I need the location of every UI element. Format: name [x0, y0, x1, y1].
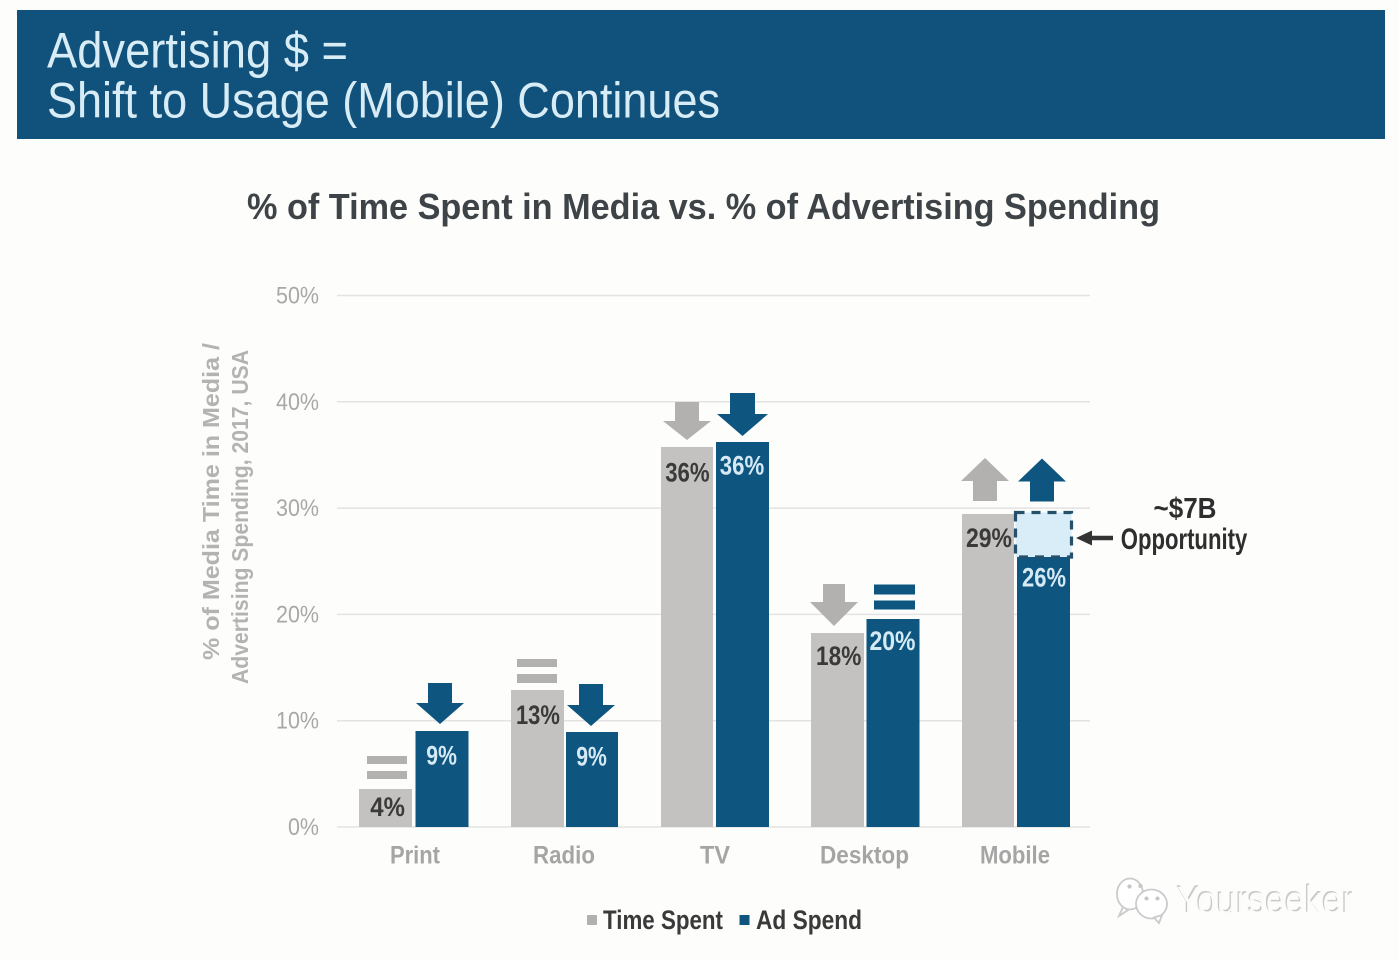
svg-text:9%: 9%: [426, 741, 457, 771]
svg-text:0%: 0%: [288, 814, 319, 841]
svg-text:10%: 10%: [276, 708, 319, 735]
svg-text:Opportunity: Opportunity: [1121, 523, 1248, 556]
svg-text:36%: 36%: [665, 458, 709, 488]
svg-text:30%: 30%: [276, 495, 319, 522]
svg-text:Print: Print: [390, 842, 441, 870]
svg-text:Time Spent: Time Spent: [603, 905, 723, 935]
svg-text:Mobile: Mobile: [980, 842, 1050, 870]
svg-text:20%: 20%: [870, 626, 916, 656]
svg-text:9%: 9%: [576, 742, 607, 772]
svg-text:Yourseeker: Yourseeker: [1177, 880, 1354, 923]
svg-text:Radio: Radio: [533, 842, 595, 870]
svg-text:4%: 4%: [370, 792, 405, 822]
svg-text:Shift to Usage (Mobile) Contin: Shift to Usage (Mobile) Continues: [47, 73, 720, 129]
svg-text:29%: 29%: [966, 523, 1012, 553]
svg-text:50%: 50%: [276, 283, 319, 310]
svg-text:20%: 20%: [276, 601, 319, 628]
svg-text:TV: TV: [700, 842, 730, 870]
svg-text:~$7B: ~$7B: [1154, 493, 1217, 525]
svg-text:36%: 36%: [720, 451, 764, 481]
svg-text:% of Time Spent in Media vs. %: % of Time Spent in Media vs. % of Advert…: [247, 186, 1160, 227]
svg-text:13%: 13%: [516, 700, 560, 730]
svg-text:Advertising $ =: Advertising $ =: [47, 23, 348, 79]
svg-text:Advertising Spending, 2017, US: Advertising Spending, 2017, USA: [227, 350, 253, 684]
svg-text:Ad Spend: Ad Spend: [756, 905, 862, 935]
svg-text:Desktop: Desktop: [820, 842, 909, 870]
svg-text:40%: 40%: [276, 389, 319, 416]
svg-text:26%: 26%: [1022, 563, 1066, 593]
svg-text:18%: 18%: [816, 641, 861, 671]
svg-text:% of Media Time in Media /: % of Media Time in Media /: [198, 342, 224, 660]
svg-text:Yourseeker: Yourseeker: [1176, 878, 1353, 921]
